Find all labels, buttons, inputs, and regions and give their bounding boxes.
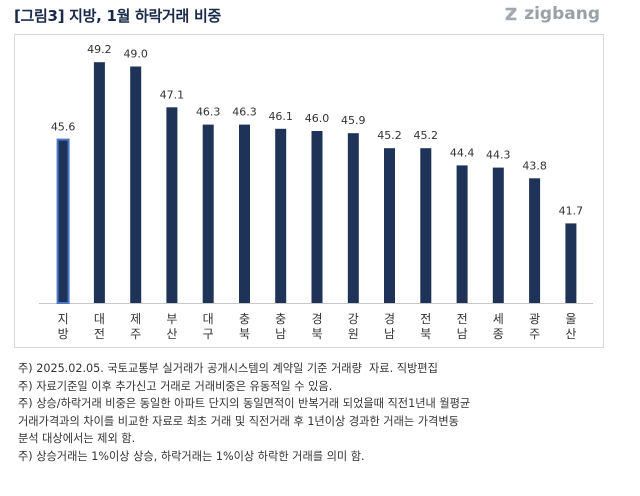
data-label-광주: 43.8: [522, 159, 547, 172]
bar-전남: [456, 165, 468, 303]
bar-지방: [56, 138, 70, 304]
footnote-source: 주) 2025.02.05. 국토교통부 실거래가 공개시스템의 계약일 기준 …: [18, 362, 438, 375]
data-label-대전: 49.2: [87, 43, 112, 56]
footnote-definition: 주) 상승거래는 1%이상 상승, 하락거래는 1%이상 하락한 거래를 의미 …: [18, 449, 365, 463]
bar-세종: [492, 167, 504, 303]
bar-강원: [347, 133, 359, 303]
bar-제주: [130, 66, 142, 303]
bar-광주: [529, 178, 541, 303]
bar-chart: 45.6 지 방 49.2 대 전 49.0 제 주 47.1 부 산 46.3 대 구 46.3 충 북 46.1…: [39, 43, 593, 341]
data-label-대구: 46.3: [196, 106, 221, 119]
footnote-method-end: 분석 대상에서는 제외 함.: [18, 432, 136, 446]
data-label-전북: 45.2: [414, 129, 439, 142]
footnote-method: 주) 상승/하락거래 비중은 동일한 아파트 단지의 동일면적이 반복거래 되었…: [18, 397, 471, 411]
data-label-충북: 46.3: [232, 106, 257, 119]
brand-logo: zigbang: [502, 4, 600, 24]
chart-title: [그림3] 지방, 1월 하락거래 비중: [14, 7, 221, 25]
data-label-강원: 45.9: [341, 114, 366, 127]
footnotes: 주) 2025.02.05. 국토교통부 실거래가 공개시스템의 계약일 기준 …: [18, 360, 628, 466]
footnote-revision: 주) 자료기준일 이후 추가신고 거래로 거래비중은 유동적일 수 있음.: [18, 379, 333, 393]
data-label-경북: 46.0: [305, 112, 330, 125]
data-label-전남: 44.4: [450, 146, 475, 159]
data-label-제주: 49.0: [123, 48, 148, 61]
bar-경북: [311, 131, 323, 303]
data-label-세종: 44.3: [486, 149, 511, 162]
footnote-method-cont: 거래가격과의 차이를 비교한 자료로 최초 거래 및 직전거래 후 1년이상 경…: [18, 414, 459, 428]
brand-name: zigbang: [524, 4, 600, 24]
bar-대구: [202, 124, 214, 303]
bar-경남: [384, 148, 395, 303]
data-label-울산: 41.7: [559, 204, 584, 217]
data-label-부산: 47.1: [160, 88, 185, 101]
bar-울산: [565, 223, 577, 303]
bar-대전: [93, 62, 105, 304]
data-label-경남: 45.2: [377, 129, 402, 142]
data-label-충남: 46.1: [268, 110, 293, 123]
bar-전북: [420, 148, 432, 303]
bar-충북: [239, 124, 250, 303]
data-label-지방: 45.6: [51, 121, 76, 134]
zigbang-logo-icon: [505, 7, 517, 21]
bar-부산: [166, 107, 178, 303]
chart-area: 45.6 지 방 49.2 대 전 49.0 제 주 47.1 부 산 46.3 대 구 46.3 충 북 46.1…: [14, 34, 604, 348]
bar-충남: [275, 128, 287, 303]
